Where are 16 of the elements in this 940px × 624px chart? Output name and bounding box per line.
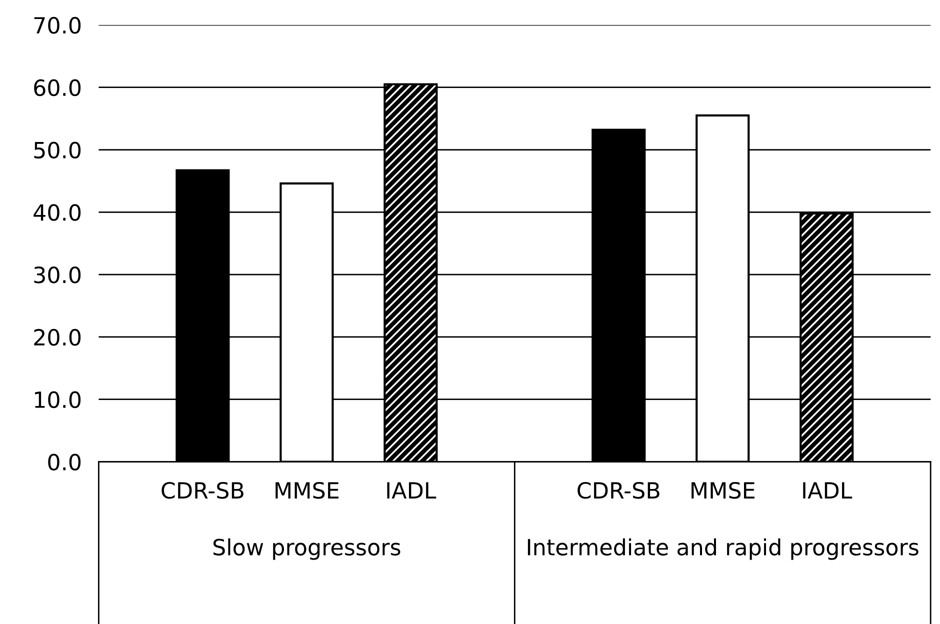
text: IADL xyxy=(803,482,852,498)
x-tick-label: Slow progressors xyxy=(213,538,400,560)
y-tick-label: 20.0 xyxy=(34,328,81,346)
y-tick-label: 60.0 xyxy=(34,79,81,96)
series-label: MMSE xyxy=(276,482,338,499)
y-tick-label: 70.0 xyxy=(34,16,81,34)
series-label: IADL xyxy=(387,482,436,498)
y-tick-label: 0.0 xyxy=(48,454,81,471)
x-tick-label: Intermediate and rapid progressors xyxy=(528,538,918,560)
y-tick-label: 10.0 xyxy=(34,391,81,408)
series-label: CDR-SB xyxy=(162,482,244,499)
y-tick-label: 30.0 xyxy=(34,266,81,284)
text: MMSE xyxy=(692,482,754,499)
y-tick-label: 50.0 xyxy=(34,142,81,159)
y-tick-label: 40.0 xyxy=(34,204,81,221)
text: CDR-SB xyxy=(578,482,660,499)
